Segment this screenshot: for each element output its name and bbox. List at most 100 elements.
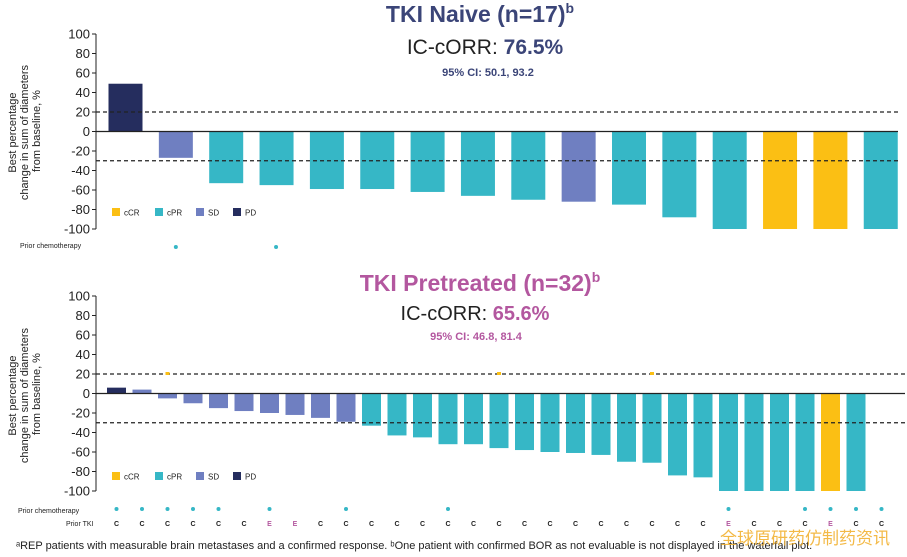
top-waterfall-chart: 100 80 60 40 20 0 -20 -40 -60 -80 -100 cCR cPR SD PD — [64, 27, 898, 249]
bottom-bar — [285, 393, 305, 415]
top-legend-swatch-pd — [233, 208, 241, 216]
bottom-y-tick-label: 100 — [68, 289, 90, 304]
bottom-prior-tki-code: C — [675, 521, 680, 528]
bottom-bar — [132, 389, 152, 394]
top-bar — [612, 131, 646, 205]
bottom-prior-tki-code: C — [241, 521, 246, 528]
bottom-bar — [183, 393, 203, 404]
bottom-prior-chemo-dot — [446, 507, 450, 511]
footnote: ᵃREP patients with measurable brain meta… — [16, 540, 812, 552]
bottom-prior-tki-code: C — [216, 521, 221, 528]
bottom-prior-tki-code: C — [114, 521, 119, 528]
bottom-bar — [260, 393, 279, 413]
top-y-tick-label: -60 — [71, 183, 90, 198]
bottom-prior-tki-code: E — [828, 521, 833, 528]
top-bar — [158, 131, 193, 158]
bottom-prior-chemo-dot — [854, 507, 858, 511]
bottom-bar-marker — [650, 372, 654, 375]
bottom-prior-chemo-dot — [726, 507, 731, 511]
top-prior-chemo-dot — [173, 245, 178, 249]
bottom-bar — [209, 393, 228, 409]
bottom-legend-swatch-cpr — [155, 472, 163, 480]
bottom-y-tick-label: -80 — [71, 464, 90, 479]
top-legend-label-cpr: cPR — [167, 209, 182, 218]
top-y-tick-label: 40 — [76, 85, 90, 100]
bottom-prior-chemo-dot — [828, 507, 833, 511]
bottom-prior-tki-code: C — [343, 521, 348, 528]
bottom-bar — [591, 393, 611, 455]
bottom-prior-tki-code: E — [293, 521, 298, 528]
bottom-prior-tki-code: C — [190, 521, 195, 528]
bottom-bar — [489, 393, 509, 449]
bottom-bar — [515, 393, 534, 451]
bottom-prior-chemo-dot — [803, 507, 807, 511]
bottom-prior-tki-code: C — [879, 521, 884, 528]
top-bar — [561, 131, 596, 202]
bottom-bar — [234, 393, 254, 412]
bottom-bar — [158, 393, 177, 399]
bottom-bar — [311, 393, 330, 418]
bottom-bar — [540, 393, 560, 452]
bottom-bar — [107, 387, 126, 394]
bottom-waterfall-chart: 100 80 60 40 20 0 -20 -40 -60 -80 -100 cCR cPR SD PD C C… — [64, 289, 905, 528]
bottom-y-tick-label: -20 — [71, 406, 90, 421]
bottom-ci: 95% CI: 46.8, 81.4 — [430, 331, 523, 343]
bottom-y-tick-label: -60 — [71, 445, 90, 460]
bottom-prior-tki-code: C — [445, 521, 450, 528]
top-bar — [410, 131, 445, 192]
top-y-tick-label: 80 — [76, 46, 90, 61]
top-y-tick-label: -100 — [64, 222, 90, 237]
bottom-prior-tki-code: C — [853, 521, 858, 528]
bottom-prior-tki-code: C — [165, 521, 170, 528]
top-bar — [712, 131, 747, 229]
top-prior-chemo-dot — [274, 245, 279, 249]
top-legend-swatch-ccr — [112, 208, 120, 216]
watermark: 全球原研药仿制药资讯 — [720, 529, 890, 548]
bottom-bar — [642, 393, 662, 463]
bottom-y-tick-label: 60 — [76, 328, 90, 343]
bottom-prior-tki-code: E — [267, 521, 272, 528]
bottom-bar — [617, 393, 636, 462]
top-legend-label-pd: PD — [245, 209, 256, 218]
top-legend-label-ccr: cCR — [124, 209, 140, 218]
bottom-prior-chemo-dot — [191, 507, 195, 511]
bottom-y-axis-title: Best percentage change in sum of diamete… — [7, 325, 43, 463]
bottom-bar — [413, 393, 432, 438]
bottom-prior-tki-code: C — [649, 521, 654, 528]
top-bar — [511, 131, 546, 200]
bottom-y-tick-label: -100 — [64, 484, 90, 499]
bottom-bar — [336, 393, 356, 422]
top-legend-label-sd: SD — [208, 209, 219, 218]
top-y-tick-label: -80 — [71, 202, 90, 217]
top-bar — [460, 131, 495, 196]
bottom-bar — [693, 393, 713, 478]
top-y-axis-title: Best percentage change in sum of diamete… — [7, 62, 43, 200]
bottom-prior-tki-code: C — [700, 521, 705, 528]
top-bar — [662, 131, 697, 218]
bottom-prior-chemo-dot — [879, 507, 884, 511]
bottom-y-tick-label: 0 — [83, 386, 90, 401]
top-bar — [813, 131, 848, 229]
bottom-title: TKI Pretreated (n=32)b — [360, 269, 601, 296]
top-y-tick-label: 60 — [76, 66, 90, 81]
bottom-bar — [821, 393, 840, 491]
top-bar — [108, 83, 143, 132]
bottom-prior-tki-code: C — [624, 521, 629, 528]
top-y-tick-label: 100 — [68, 27, 90, 42]
bottom-bar — [846, 393, 866, 491]
top-bar — [863, 131, 898, 229]
bottom-prior-tki-code: C — [751, 521, 756, 528]
bottom-legend-swatch-ccr — [112, 472, 120, 480]
bottom-legend-swatch-sd — [196, 472, 204, 480]
bottom-bar — [719, 393, 738, 491]
bottom-bar — [770, 393, 789, 491]
bottom-prior-tki-code: C — [598, 521, 603, 528]
bottom-bar-marker — [497, 372, 501, 375]
bottom-prior-tki-code: C — [522, 521, 527, 528]
bottom-prior-tki-code: C — [394, 521, 399, 528]
top-y-tick-label: 0 — [83, 124, 90, 139]
top-bar — [209, 131, 244, 184]
bottom-prior-tki-code: C — [777, 521, 782, 528]
bottom-bar — [795, 393, 815, 491]
